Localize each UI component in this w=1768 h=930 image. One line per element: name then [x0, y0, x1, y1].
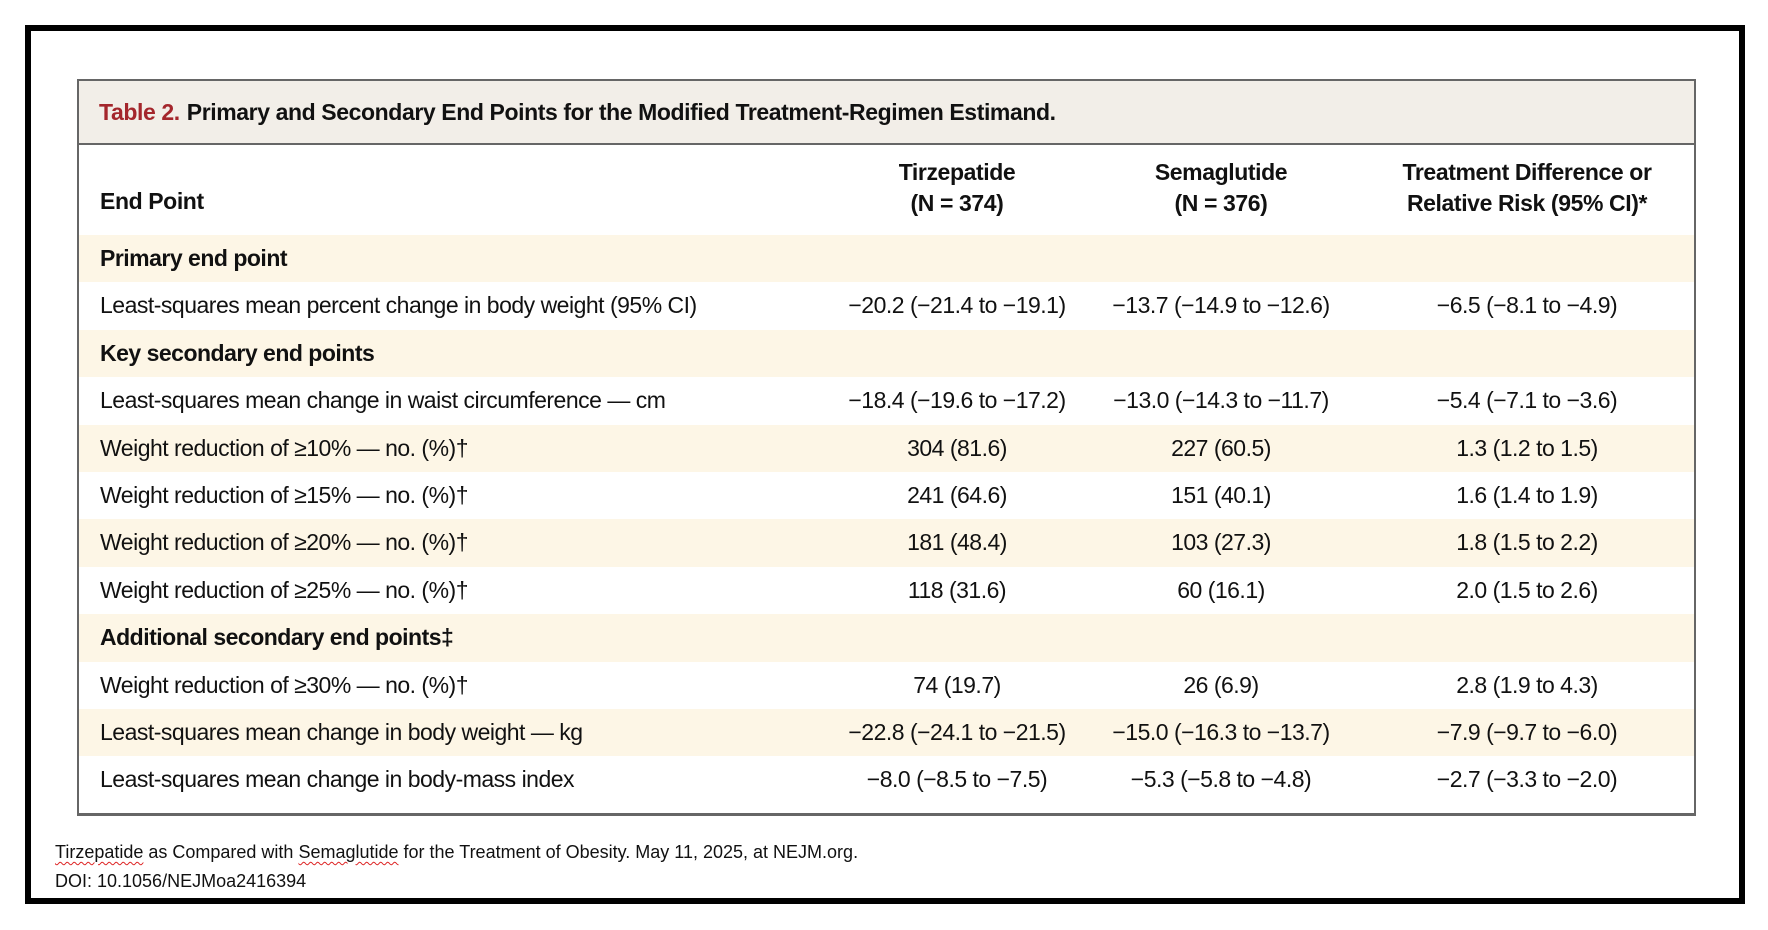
- header-semaglutide-name: Semaglutide: [1154, 159, 1288, 185]
- table-label: Table 2.: [99, 98, 180, 125]
- section-header-row: Primary end point: [79, 235, 1694, 283]
- table-row: Least-squares mean change in waist circu…: [79, 377, 1694, 424]
- tirzepatide-value: 118 (31.6): [907, 576, 1007, 603]
- row-label: Key secondary end points: [100, 339, 375, 366]
- citation-text-2: for the Treatment of Obesity. May 11, 20…: [398, 842, 859, 862]
- difference-value: 2.8 (1.9 to 4.3): [1456, 671, 1598, 698]
- header-semaglutide: Semaglutide (N = 376): [1103, 157, 1339, 219]
- difference-value: −7.9 (−9.7 to −6.0): [1436, 718, 1618, 745]
- header-difference: Treatment Difference or Relative Risk (9…: [1379, 157, 1675, 219]
- row-label: Additional secondary end points‡: [100, 624, 454, 651]
- semaglutide-value: 151 (40.1): [1171, 481, 1271, 508]
- citation-word-semaglutide: Semaglutide: [298, 842, 399, 862]
- difference-value: 2.0 (1.5 to 2.6): [1456, 576, 1598, 603]
- section-header-row: Additional secondary end points‡: [79, 614, 1694, 662]
- table-row: Weight reduction of ≥10% — no. (%)† 304 (…: [79, 424, 1694, 472]
- tirzepatide-value: 241 (64.6): [907, 481, 1007, 508]
- difference-value: −2.7 (−3.3 to −2.0): [1436, 766, 1618, 793]
- table-row: Weight reduction of ≥30% — no. (%)† 74 (1…: [79, 662, 1694, 709]
- semaglutide-value: 103 (27.3): [1171, 529, 1271, 556]
- semaglutide-value: 60 (16.1): [1177, 576, 1265, 603]
- tirzepatide-value: −22.8 (−24.1 to −21.5): [848, 718, 1066, 745]
- tirzepatide-value: 74 (19.7): [913, 671, 1001, 698]
- table-header: End Point Tirzepatide (N = 374) Semaglut…: [79, 145, 1694, 235]
- row-label: Primary end point: [100, 245, 288, 271]
- header-tirzepatide: Tirzepatide (N = 374): [839, 157, 1075, 219]
- row-label: Least-squares mean change in waist circu…: [100, 387, 666, 414]
- semaglutide-value: −13.0 (−14.3 to −11.7): [1113, 387, 1329, 414]
- row-label: Weight reduction of ≥15% — no. (%)†: [100, 481, 469, 508]
- table-title-text: Primary and Secondary End Points for the…: [186, 98, 1056, 125]
- row-label: Weight reduction of ≥20% — no. (%)†: [100, 529, 469, 556]
- header-tirzepatide-name: Tirzepatide: [898, 159, 1016, 185]
- table-row: Least-squares mean change in body-mass i…: [79, 756, 1694, 803]
- tirzepatide-value: −20.2 (−21.4 to −19.1): [848, 292, 1066, 319]
- semaglutide-value: 227 (60.5): [1171, 434, 1271, 461]
- table-row: Weight reduction of ≥20% — no. (%)† 181 (…: [79, 519, 1694, 567]
- semaglutide-value: 26 (6.9): [1183, 671, 1259, 698]
- header-difference-line2: Relative Risk (95% CI)*: [1406, 190, 1648, 216]
- row-label: Weight reduction of ≥10% — no. (%)†: [100, 434, 469, 461]
- header-tirzepatide-n: (N = 374): [910, 190, 1004, 216]
- table-row: Least-squares mean percent change in bod…: [79, 282, 1694, 329]
- row-label: Least-squares mean percent change in bod…: [100, 292, 697, 319]
- difference-value: 1.8 (1.5 to 2.2): [1456, 529, 1598, 556]
- difference-value: −5.4 (−7.1 to −3.6): [1436, 387, 1618, 414]
- row-label: Weight reduction of ≥30% — no. (%)†: [100, 671, 469, 698]
- row-label: Least-squares mean change in body-mass i…: [100, 766, 575, 793]
- table-body: Primary end point Least-squares mean perc…: [79, 235, 1694, 804]
- difference-value: 1.6 (1.4 to 1.9): [1456, 481, 1598, 508]
- results-table: Table 2. Primary and Secondary End Point…: [77, 79, 1696, 816]
- doi-line: DOI: 10.1056/NEJMoa2416394: [55, 871, 307, 891]
- header-end-point: End Point: [100, 188, 204, 214]
- difference-value: −6.5 (−8.1 to −4.9): [1436, 292, 1618, 319]
- tirzepatide-value: 181 (48.4): [907, 529, 1007, 556]
- row-label: Weight reduction of ≥25% — no. (%)†: [100, 576, 469, 603]
- table-row: Weight reduction of ≥25% — no. (%)† 118 (…: [79, 567, 1694, 614]
- tirzepatide-value: −8.0 (−8.5 to −7.5): [866, 766, 1048, 793]
- semaglutide-value: −5.3 (−5.8 to −4.8): [1130, 766, 1312, 793]
- table-row: Weight reduction of ≥15% — no. (%)† 241 (…: [79, 472, 1694, 519]
- tirzepatide-value: −18.4 (−19.6 to −17.2): [848, 387, 1066, 414]
- citation-text-1: as Compared with: [143, 842, 299, 862]
- header-difference-line1: Treatment Difference or: [1402, 159, 1652, 185]
- citation-line: Tirzepatide as Compared with Semaglutide…: [55, 842, 858, 863]
- semaglutide-value: −15.0 (−16.3 to −13.7): [1112, 718, 1330, 745]
- tirzepatide-value: 304 (81.6): [907, 434, 1007, 461]
- row-label: Least-squares mean change in body weight…: [100, 718, 583, 745]
- section-header-row: Key secondary end points: [79, 329, 1694, 378]
- screenshot-frame: [25, 25, 1745, 904]
- semaglutide-value: −13.7 (−14.9 to −12.6): [1112, 292, 1330, 319]
- header-semaglutide-n: (N = 376): [1174, 190, 1268, 216]
- citation-word-tirzepatide: Tirzepatide: [55, 842, 144, 862]
- difference-value: 1.3 (1.2 to 1.5): [1456, 434, 1598, 461]
- table-title: Table 2. Primary and Secondary End Point…: [79, 81, 1694, 145]
- table-row: Least-squares mean change in body weight…: [79, 708, 1694, 757]
